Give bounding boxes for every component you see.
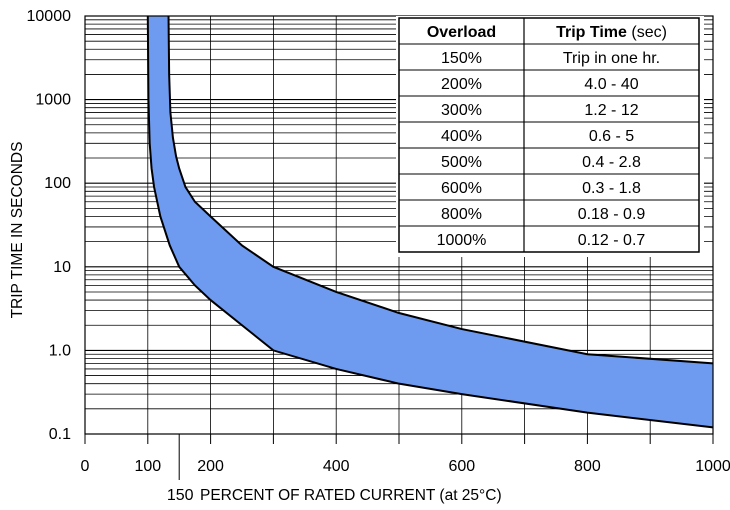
x-tick-label: 1000 <box>695 458 730 475</box>
x-tick-label: 800 <box>574 458 601 475</box>
x-tick-label: 600 <box>448 458 475 475</box>
y-tick-label: 10 <box>53 259 71 276</box>
y-tick-label: 1.0 <box>49 342 71 359</box>
y-tick-label: 10000 <box>27 8 72 25</box>
table-cell-trip-time: 0.12 - 0.7 <box>578 232 646 249</box>
table-cell-overload: 300% <box>441 102 482 119</box>
overload-table: Overload Trip Time (sec) 150% Trip in one h… <box>396 16 704 257</box>
table-border <box>398 17 700 253</box>
table-cell-overload: 600% <box>441 180 482 197</box>
table-cell-trip-time: 0.3 - 1.8 <box>582 180 641 197</box>
x-tick-label: 200 <box>197 458 224 475</box>
table-header-unit: (sec) <box>631 24 667 41</box>
table-cell-trip-time: 1.2 - 12 <box>584 102 638 119</box>
table-cell-overload: 150% <box>441 50 482 67</box>
x-axis-label: PERCENT OF RATED CURRENT (at 25°C) <box>200 487 502 504</box>
table-header-overload: Overload <box>427 24 496 41</box>
x-tick-label: 100 <box>134 458 161 475</box>
table-cell-trip-time: 4.0 - 40 <box>584 76 638 93</box>
table-cell-trip-time: 0.6 - 5 <box>589 128 634 145</box>
series-line-max <box>167 15 714 365</box>
trip-band-area <box>147 16 714 428</box>
y-axis-ticks: 0.1 1.0 10 100 1000 10000 <box>27 8 72 443</box>
table-header-trip-time: Trip Time (sec) <box>556 24 667 41</box>
table-cell-overload: 200% <box>441 76 482 93</box>
y-tick-label: 100 <box>44 175 71 192</box>
table-cell-overload: 400% <box>441 128 482 145</box>
y-tick-label: 1000 <box>35 92 71 109</box>
table-cell-trip-time: 0.18 - 0.9 <box>578 206 646 223</box>
x-tick-label: 0 <box>81 458 90 475</box>
x-axis-ticks: 0 100 200 400 600 800 1000 150 <box>81 434 730 504</box>
x-tick-label-150: 150 <box>167 487 194 504</box>
x-tick-label: 400 <box>323 458 350 475</box>
table-cell-overload: 500% <box>441 154 482 171</box>
table-cell-overload: 800% <box>441 206 482 223</box>
table-cell-overload: 1000% <box>437 232 487 249</box>
table-header-trip-time-label: Trip Time <box>556 24 631 41</box>
y-tick-label: 0.1 <box>49 426 71 443</box>
table-cell-trip-time: 0.4 - 2.8 <box>582 154 641 171</box>
series-line-min <box>146 15 714 429</box>
table-cell-trip-time: Trip in one hr. <box>563 50 660 67</box>
y-axis-label: TRIP TIME IN SECONDS <box>9 142 26 319</box>
